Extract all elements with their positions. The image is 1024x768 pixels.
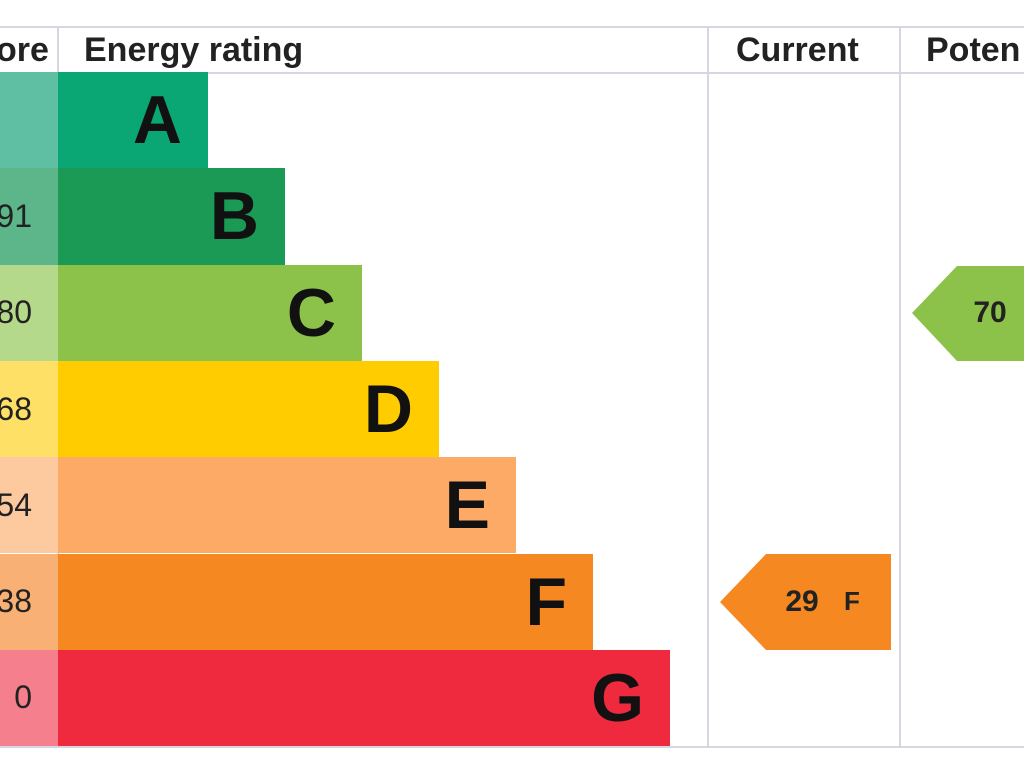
- rule: [0, 26, 1024, 28]
- current-arrow: [720, 554, 891, 650]
- rating-bar: F: [58, 553, 593, 650]
- rating-bar: G: [58, 649, 670, 747]
- rule: [0, 72, 1024, 74]
- potential-arrow: [912, 266, 1024, 361]
- band-letter: B: [209, 178, 259, 255]
- score-cell: 91: [0, 168, 58, 265]
- rule: [0, 746, 1024, 748]
- score-cell: [0, 72, 58, 169]
- score-range: 68: [0, 390, 32, 427]
- score-cell: 54: [0, 457, 58, 554]
- band-letter: F: [525, 563, 567, 640]
- header-potential: Poten: [926, 31, 1021, 69]
- rating-bar: D: [58, 360, 439, 458]
- score-cell: 80: [0, 264, 58, 361]
- score-cell: 0: [0, 649, 58, 747]
- band-letter: C: [286, 274, 336, 351]
- band-letter: D: [363, 371, 413, 448]
- rating-bar: E: [58, 457, 516, 554]
- header-current: Current: [736, 31, 859, 69]
- current-value: 29: [785, 585, 818, 618]
- potential-value: 70: [973, 296, 1006, 329]
- rating-bar: A: [58, 72, 208, 169]
- band-letter: A: [132, 82, 182, 159]
- score-range: 91: [0, 197, 32, 234]
- score-range: 0: [14, 679, 32, 716]
- rule: [707, 26, 709, 748]
- score-range: 80: [0, 294, 32, 331]
- score-range: 38: [0, 583, 32, 620]
- current-band: F: [844, 586, 860, 616]
- score-range: 54: [0, 486, 32, 523]
- band-letter: G: [591, 659, 644, 736]
- score-cell: 68: [0, 360, 58, 458]
- header-score: ore: [0, 31, 49, 69]
- band-letter: E: [444, 467, 490, 544]
- score-cell: 38: [0, 553, 58, 650]
- rating-bar: C: [58, 264, 362, 361]
- rule: [899, 26, 901, 748]
- rating-bar: B: [58, 168, 285, 265]
- header-rating: Energy rating: [84, 31, 304, 69]
